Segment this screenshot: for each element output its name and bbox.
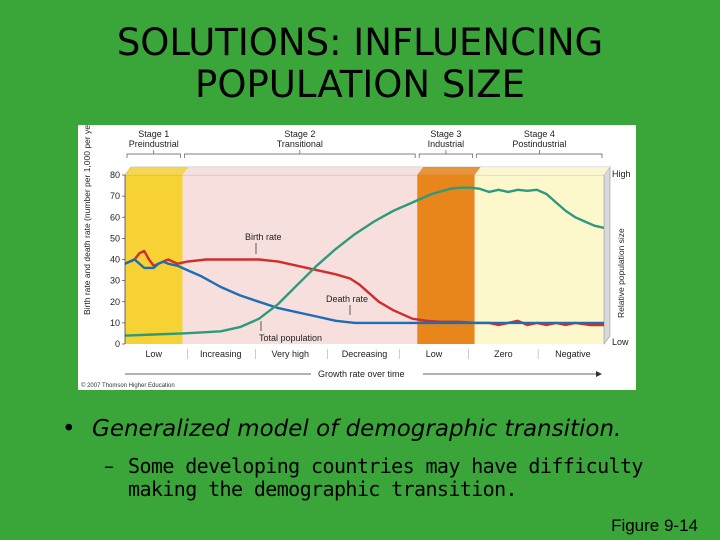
y-tick-label: 80 (110, 170, 120, 180)
copyright-credit: © 2007 Thomson Higher Education (81, 382, 175, 389)
sub-bullet-item: – Some developing countries may have dif… (104, 455, 712, 501)
stage-bracket-2 (184, 153, 416, 158)
stage-band-top-4 (474, 167, 610, 175)
death-rate-label: Death rate (326, 294, 368, 304)
growth-rate-label: Decreasing (342, 349, 388, 359)
birth-rate-label: Birth rate (245, 232, 282, 242)
figure-reference: Figure 9-14 (611, 516, 698, 535)
stage-band-top-2 (182, 167, 424, 175)
stage-name-3: Stage 3 (430, 129, 461, 139)
stage-bracket-3 (418, 153, 474, 158)
growth-rate-label: Zero (494, 349, 513, 359)
x-axis-label: Growth rate over time (318, 369, 405, 379)
bullet-text: Generalized model of demographic transit… (92, 416, 622, 442)
stage-label-1: Preindustrial (129, 139, 179, 149)
stage-band-top-3 (417, 167, 481, 175)
plot-box-right-face (603, 166, 611, 345)
y-axis-label: Birth rate and death rate (number per 1,… (82, 125, 92, 315)
slide-title-line-1: SOLUTIONS: INFLUENCING (116, 21, 604, 64)
y-axis-label-text: Birth rate and death rate (number per 1,… (82, 125, 92, 315)
bullet-list: • Generalized model of demographic trans… (62, 416, 712, 501)
stage-band-3 (417, 175, 475, 344)
y-tick-label: 60 (110, 212, 120, 222)
growth-rate-arrowhead (596, 371, 602, 377)
slide-title-line-2: POPULATION SIZE (195, 63, 525, 106)
y-tick-label: 70 (110, 191, 120, 201)
right-axis-label: Relative population size (616, 228, 626, 318)
growth-rate-label: Low (426, 349, 443, 359)
sub-bullet-text: Some developing countries may have diffi… (128, 454, 643, 501)
y-tick-label: 20 (110, 297, 120, 307)
stage-band-top-1 (125, 167, 189, 175)
right-axis-high: High (612, 169, 631, 179)
growth-rate-label: Negative (555, 349, 591, 359)
bullet-symbol: • (62, 416, 76, 442)
stage-name-2: Stage 2 (284, 129, 315, 139)
total-population-label: Total population (259, 333, 322, 343)
growth-rate-label: Very high (271, 349, 309, 359)
series-line-death-rate (125, 258, 604, 325)
y-tick-label: 40 (110, 255, 120, 265)
y-tick-label: 50 (110, 233, 120, 243)
stage-label-3: Industrial (428, 139, 465, 149)
stage-name-1: Stage 1 (138, 129, 169, 139)
growth-rate-label: Low (145, 349, 162, 359)
right-axis-low: Low (612, 337, 629, 347)
stage-bracket-4 (476, 153, 603, 158)
stage-band-4 (474, 175, 604, 344)
slide-title: SOLUTIONS: INFLUENCING POPULATION SIZE (0, 22, 720, 106)
sub-bullet-symbol: – (104, 454, 114, 478)
growth-rate-label: Increasing (200, 349, 242, 359)
bullet-item: • Generalized model of demographic trans… (62, 416, 712, 443)
stage-label-2: Transitional (277, 139, 323, 149)
stage-label-4: Postindustrial (512, 139, 566, 149)
stage-name-4: Stage 4 (524, 129, 555, 139)
growth-rate-label-bg (311, 367, 423, 380)
y-tick-label: 0 (115, 339, 120, 349)
y-tick-label: 30 (110, 276, 120, 286)
series-line-total-population (125, 186, 604, 337)
y-tick-label: 10 (110, 318, 120, 328)
stage-bracket-1 (126, 153, 181, 158)
